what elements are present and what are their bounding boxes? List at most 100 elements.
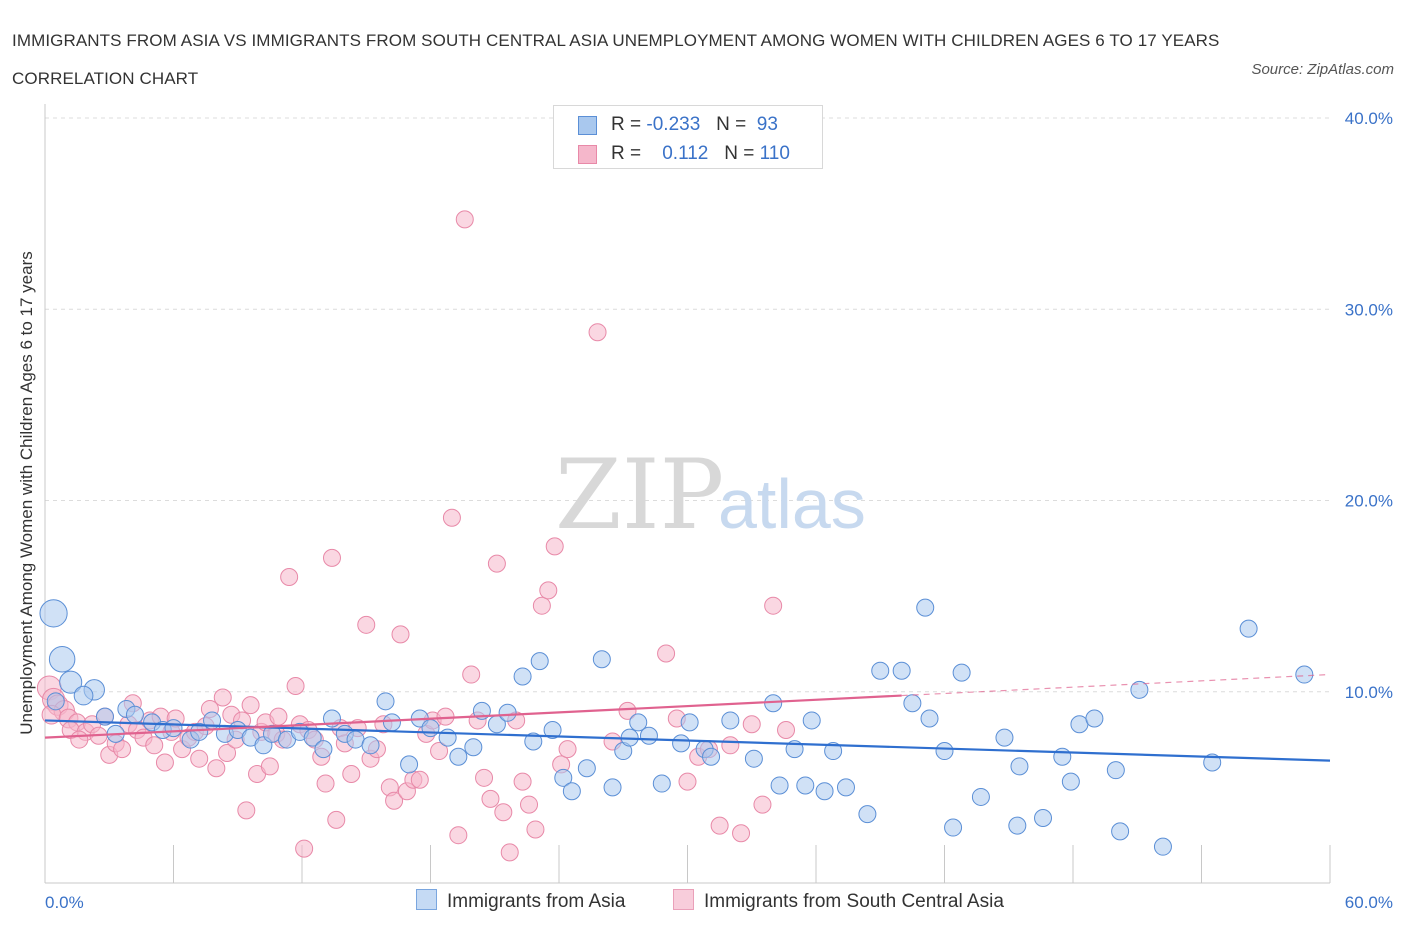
asia-point [543,721,562,739]
asia-point [1106,761,1125,780]
sca-point [327,810,346,829]
sca-point [213,688,232,707]
sca-point [539,581,558,600]
asia-point [920,709,939,728]
y-tick-label: 20.0% [1345,492,1393,511]
legend-text: R = 0.112 N = 110 [611,143,790,165]
sca-point [710,816,729,835]
y-tick-label: 30.0% [1345,300,1393,319]
sca-point [145,736,164,755]
n-label: N = [716,114,747,135]
sca-point [500,843,519,862]
asia-point [629,713,648,732]
asia-point [1010,757,1029,776]
asia-point [1203,753,1222,772]
y-tick-label: 40.0% [1345,109,1393,128]
asia-swatch [578,116,597,135]
stats-legend: R = -0.233 N = 93 R = 0.112 N = 110 [553,105,823,169]
y-axis-label: Unemployment Among Women with Children A… [17,251,36,735]
asia-point [524,732,543,751]
asia-point [995,728,1014,747]
x-tick-label: 0.0% [45,893,84,912]
n-value: 93 [756,114,778,135]
sca-point [455,210,474,229]
legend-item-south-central-asia[interactable]: Immigrants from South Central Asia [673,889,1004,913]
asia-point [858,805,877,824]
watermark-zip: ZIP [555,439,724,551]
sca-trend-extension [901,673,1331,697]
legend-item-asia[interactable]: Immigrants from Asia [416,889,625,913]
sca-point [532,596,551,615]
asia-point [1034,808,1053,827]
sca-point [487,554,506,573]
chart-title: IMMIGRANTS FROM ASIA VS IMMIGRANTS FROM … [12,31,1220,88]
sca-point [391,625,410,644]
asia-point [680,713,699,732]
x-tick-label: 60.0% [1345,893,1393,912]
legend-label: Immigrants from South Central Asia [704,891,1004,912]
asia-point [95,707,114,726]
asia-point [449,747,468,766]
sca-point [732,824,751,843]
asia-point [916,598,935,617]
sca-point [588,323,607,342]
asia-point [1130,680,1149,699]
sca-point [513,772,532,791]
asia-point [164,719,183,738]
asia-point [721,711,740,730]
asia-point [744,749,763,768]
asia-point [125,705,144,724]
sca-point [286,677,305,696]
n-value: 110 [759,143,790,164]
sca-swatch [578,145,597,164]
asia-point [802,711,821,730]
asia-point [346,730,365,749]
source-label: Source: ZipAtlas.com [1251,61,1394,78]
n-label: N = [724,143,755,164]
asia-point [1008,816,1027,835]
watermark: ZIP atlas [555,439,866,551]
asia-point [871,661,890,680]
sca-point [357,615,376,634]
tick-labels: 10.0% 20.0% 30.0% 40.0% 0.0% 60.0% [45,109,1393,912]
sca-point [526,820,545,839]
sca-point [618,701,637,720]
sca-point [777,721,796,739]
sca-point [494,803,513,822]
asia-point [903,694,922,713]
asia-point [361,736,380,755]
r-value: -0.233 [646,114,701,135]
asia-point [48,645,76,673]
asia-point [639,726,658,745]
asia-point [592,650,611,669]
sca-point [545,537,564,556]
sca-point [155,753,174,772]
sca-point [207,759,226,778]
asia-point [935,742,954,761]
sca-point [218,743,237,762]
asia-point [702,747,721,766]
asia-point [944,818,963,837]
sca-point [462,665,481,684]
sca-point [678,772,697,791]
r-label: R = [611,143,642,164]
sca-point [260,757,279,776]
asia-point [603,778,622,797]
asia-point [952,663,971,682]
r-value: 0.112 [662,143,709,164]
asia-point [554,768,573,787]
asia-point [464,738,483,757]
asia-point [314,740,333,759]
asia-point [1153,837,1172,856]
asia-point [190,722,209,741]
asia-point [438,728,457,747]
asia-point [1085,709,1104,728]
sca-point [295,839,314,858]
asia-point [1053,747,1072,766]
sca-point [475,768,494,787]
asia-point [513,667,532,686]
asia-point [971,787,990,806]
asia-point [376,692,395,711]
asia-point [652,774,671,793]
